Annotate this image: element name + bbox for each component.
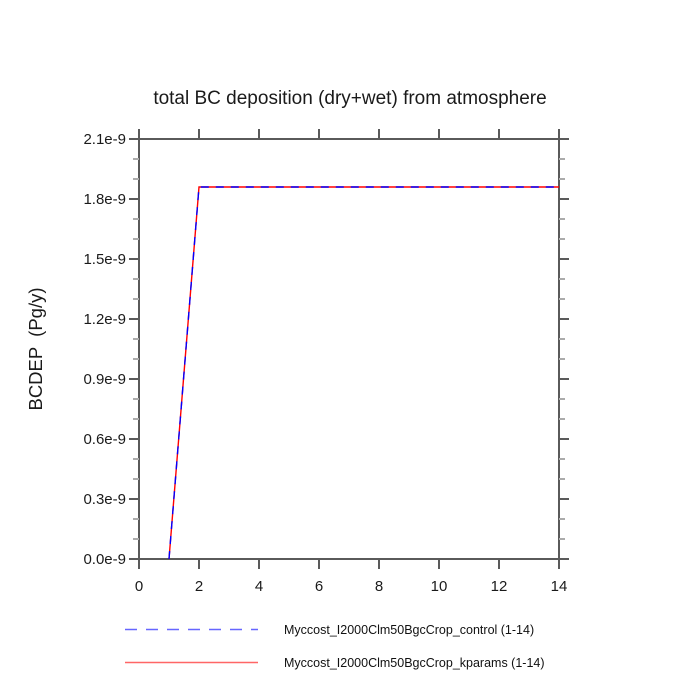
svg-text:0.9e-9: 0.9e-9 [83, 371, 126, 388]
svg-text:2: 2 [195, 578, 203, 595]
legend-label-kparams: Myccost_I2000Clm50BgcCrop_kparams (1-14) [284, 655, 545, 670]
y-tick-labels: 0.0e-9 0.3e-9 0.6e-9 0.9e-9 1.2e-9 1.5e-9 1.8e… [83, 131, 126, 568]
svg-text:0: 0 [135, 578, 143, 595]
svg-text:12: 12 [491, 578, 508, 595]
legend-line-sample-solid-red [125, 661, 258, 664]
svg-text:1.5e-9: 1.5e-9 [83, 251, 126, 268]
svg-text:0.0e-9: 0.0e-9 [83, 551, 126, 568]
svg-text:0.3e-9: 0.3e-9 [83, 491, 126, 508]
x-axis-ticks [138, 129, 560, 569]
svg-text:10: 10 [431, 578, 448, 595]
svg-text:4: 4 [255, 578, 263, 595]
series-line-solid [168, 186, 559, 560]
plot-frame [138, 138, 560, 560]
svg-text:1.8e-9: 1.8e-9 [83, 191, 126, 208]
svg-text:1.2e-9: 1.2e-9 [83, 311, 126, 328]
svg-text:2.1e-9: 2.1e-9 [83, 131, 126, 148]
series-lines [168, 186, 559, 560]
svg-text:14: 14 [551, 578, 568, 595]
x-tick-labels: 0 2 4 6 8 10 12 14 [135, 578, 568, 595]
svg-text:6: 6 [315, 578, 323, 595]
legend-item-kparams: Myccost_I2000Clm50BgcCrop_kparams (1-14) [125, 646, 545, 679]
legend-item-control: Myccost_I2000Clm50BgcCrop_control (1-14) [125, 613, 545, 646]
chart-title: total BC deposition (dry+wet) from atmos… [153, 88, 547, 109]
legend-label-control: Myccost_I2000Clm50BgcCrop_control (1-14) [284, 622, 535, 637]
legend: Myccost_I2000Clm50BgcCrop_control (1-14)… [125, 613, 545, 679]
svg-text:8: 8 [375, 578, 383, 595]
y-minor-ticks [133, 158, 565, 540]
svg-text:0.6e-9: 0.6e-9 [83, 431, 126, 448]
series-line-dashed [168, 186, 559, 560]
legend-line-sample-dashed-blue [125, 628, 258, 631]
y-axis-ticks [129, 138, 569, 560]
